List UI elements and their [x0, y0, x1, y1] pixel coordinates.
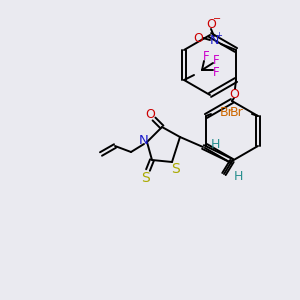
- Text: Br: Br: [220, 106, 234, 119]
- Text: F: F: [213, 65, 219, 79]
- Text: H: H: [233, 170, 243, 184]
- Text: −: −: [213, 14, 221, 24]
- Text: O: O: [145, 109, 155, 122]
- Text: Br: Br: [230, 106, 244, 119]
- Text: F: F: [213, 53, 219, 67]
- Text: O: O: [206, 19, 216, 32]
- Text: F: F: [203, 50, 209, 62]
- Text: N: N: [139, 134, 149, 146]
- Text: H: H: [210, 139, 220, 152]
- Text: S: S: [142, 171, 150, 185]
- Text: N: N: [209, 34, 219, 46]
- Text: +: +: [215, 31, 222, 40]
- Text: S: S: [171, 162, 179, 176]
- Text: O: O: [229, 88, 239, 100]
- Text: O: O: [193, 32, 203, 44]
